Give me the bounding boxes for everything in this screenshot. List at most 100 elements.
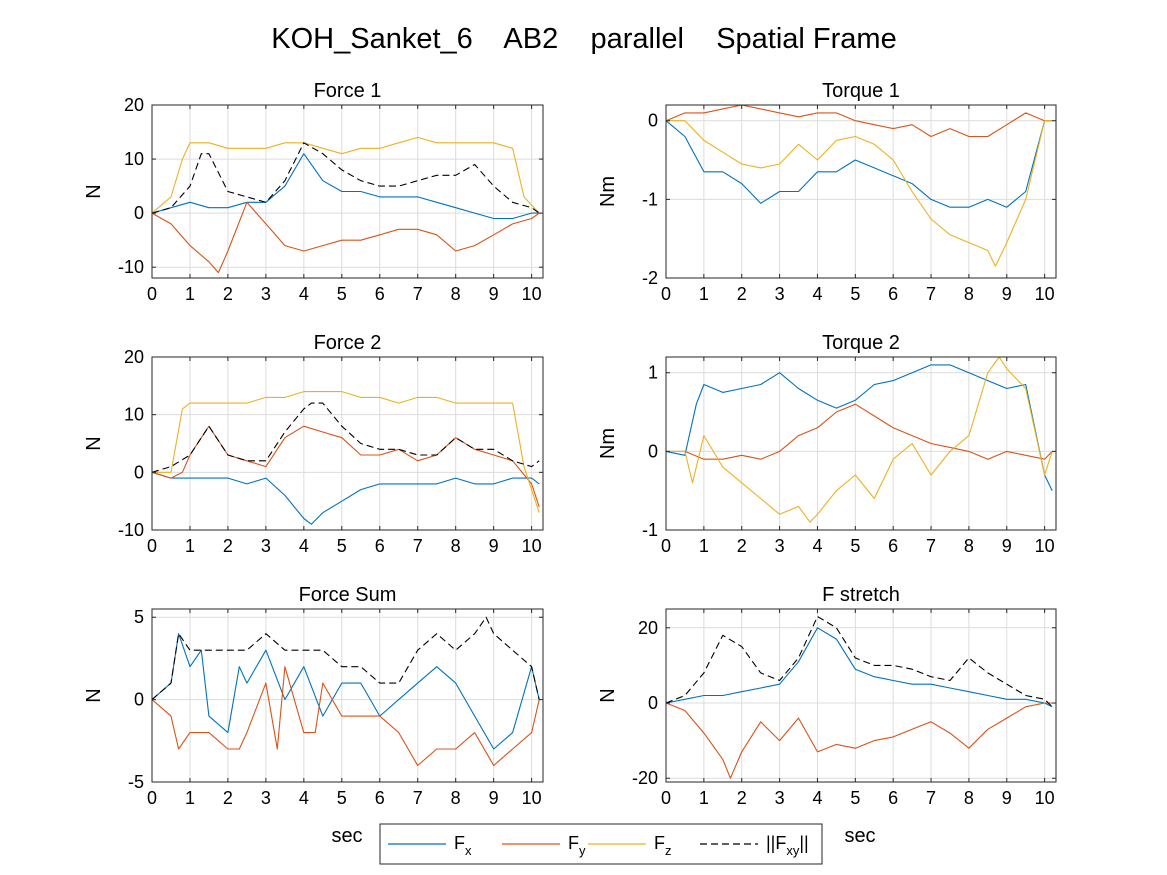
x-tick-label: 4: [299, 536, 309, 556]
x-tick-label: 0: [661, 788, 671, 808]
x-tick-label: 10: [1035, 788, 1055, 808]
x-tick-label: 8: [451, 284, 461, 304]
x-tick-label: 6: [888, 536, 898, 556]
axes-frame: [665, 608, 1057, 783]
x-tick-label: 7: [926, 788, 936, 808]
x-tick-label: 2: [737, 788, 747, 808]
axes-frame: [665, 356, 1057, 531]
x-tick-label: 9: [1002, 536, 1012, 556]
y-tick-label: 0: [134, 690, 144, 710]
x-tick-label: 9: [489, 788, 499, 808]
y-tick-label: -1: [642, 189, 658, 209]
x-tick-label: 3: [775, 284, 785, 304]
y-axis-label: N: [83, 184, 105, 198]
x-tick-label: 6: [888, 284, 898, 304]
series-line-fxy: [151, 402, 540, 473]
x-tick-label: 2: [223, 788, 233, 808]
x-tick-label: 8: [964, 788, 974, 808]
y-tick-label: -10: [118, 257, 144, 277]
x-tick-label: 10: [522, 788, 542, 808]
x-tick-label: 0: [147, 536, 157, 556]
x-tick-label: 5: [337, 788, 347, 808]
x-tick-label: 4: [299, 284, 309, 304]
x-tick-label: 5: [850, 788, 860, 808]
y-axis-label: N: [83, 688, 105, 702]
x-tick-label: 2: [223, 536, 233, 556]
series-line-fy: [151, 666, 540, 767]
series-line-fx: [151, 633, 540, 750]
subplot-title: Force 2: [314, 332, 382, 354]
y-tick-label: 1: [648, 363, 658, 383]
x-tick-label: 3: [261, 788, 271, 808]
axes-frame: [151, 608, 544, 783]
subplot-title: Torque 2: [822, 332, 900, 354]
subplot-title: Force 1: [314, 80, 382, 102]
x-tick-label: 8: [451, 788, 461, 808]
x-tick-label: 0: [147, 788, 157, 808]
y-axis-label: Nm: [597, 428, 619, 459]
y-tick-label: -20: [632, 768, 658, 788]
x-tick-label: 10: [1035, 536, 1055, 556]
y-axis-label: Nm: [597, 176, 619, 207]
y-tick-label: 10: [124, 149, 144, 169]
subplot-title: Torque 1: [822, 80, 900, 102]
y-tick-label: 0: [648, 693, 658, 713]
x-tick-label: 1: [699, 284, 709, 304]
series-line-fz: [152, 391, 540, 513]
x-tick-label: 1: [185, 284, 195, 304]
series-line-fxy: [665, 615, 1053, 708]
y-axis-label: N: [597, 688, 619, 702]
y-tick-label: -5: [128, 772, 144, 792]
series-line-fy: [665, 104, 1053, 138]
series-line-fy: [666, 403, 1053, 460]
x-tick-label: 3: [261, 284, 271, 304]
y-tick-label: 0: [134, 462, 144, 482]
x-tick-label: 5: [337, 284, 347, 304]
series-line-fxy: [151, 142, 540, 214]
x-tick-label: 6: [375, 536, 385, 556]
y-tick-label: 5: [134, 607, 144, 627]
x-tick-label: 2: [737, 284, 747, 304]
x-tick-label: 4: [812, 788, 822, 808]
x-tick-label: 9: [1002, 788, 1012, 808]
x-tick-label: 4: [812, 536, 822, 556]
y-tick-label: -1: [642, 520, 658, 540]
x-tick-label: 10: [522, 284, 542, 304]
y-tick-label: 0: [134, 203, 144, 223]
y-tick-label: 0: [648, 111, 658, 131]
x-tick-label: 0: [661, 284, 671, 304]
x-axis-label-left: sec: [331, 825, 362, 847]
x-axis-label-right: sec: [844, 825, 875, 847]
x-tick-label: 7: [926, 536, 936, 556]
x-tick-label: 5: [850, 536, 860, 556]
x-tick-label: 6: [888, 788, 898, 808]
x-tick-label: 7: [413, 788, 423, 808]
y-tick-label: 0: [648, 441, 658, 461]
x-tick-label: 8: [964, 284, 974, 304]
subplot-title: F stretch: [822, 584, 900, 606]
series-line-fz: [151, 136, 540, 214]
series-line-fz: [666, 120, 1053, 267]
x-tick-label: 10: [522, 536, 542, 556]
figure-title: KOH_Sanket_6 AB2 parallel Spatial Frame: [271, 23, 896, 55]
x-tick-label: 5: [337, 536, 347, 556]
x-tick-label: 3: [775, 788, 785, 808]
x-tick-label: 6: [375, 788, 385, 808]
series-line-fx: [665, 120, 1053, 208]
series-line-fz: [666, 356, 1053, 523]
series-line-fx: [151, 471, 540, 525]
y-axis-label: N: [83, 436, 105, 450]
x-tick-label: 9: [489, 284, 499, 304]
x-tick-label: 1: [699, 536, 709, 556]
series-line-fx: [665, 627, 1053, 708]
x-tick-label: 8: [964, 536, 974, 556]
series-line-fy: [665, 702, 1053, 779]
series-line-fx: [151, 153, 540, 220]
x-tick-label: 1: [185, 536, 195, 556]
subplot-title: Force Sum: [299, 584, 397, 606]
series-line-fy: [151, 425, 540, 508]
axes-frame: [665, 104, 1057, 279]
x-tick-label: 4: [812, 284, 822, 304]
x-tick-label: 3: [775, 536, 785, 556]
